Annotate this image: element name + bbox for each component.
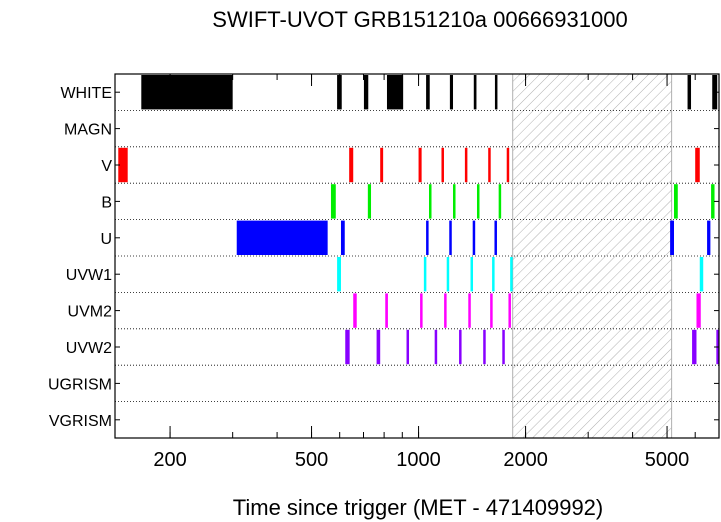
exposure-bar-u: [670, 220, 674, 255]
exposure-bar-uvw2: [483, 329, 486, 365]
exposure-bar-uvm2: [353, 293, 357, 328]
exposure-bar-v: [506, 147, 510, 183]
exposure-bar-b: [330, 184, 336, 219]
exposure-bar-b: [367, 184, 372, 219]
exposure-bar-u: [494, 220, 497, 255]
exposure-bar-u: [707, 220, 711, 255]
x-tick-label: 2000: [503, 449, 548, 471]
row-label-v: V: [101, 158, 112, 175]
x-tick-label: 500: [295, 449, 328, 471]
exposure-bar-u: [426, 220, 429, 255]
exposure-bar-b: [711, 184, 715, 219]
exposure-bar-v: [380, 147, 384, 183]
exposure-bar-v: [118, 147, 128, 183]
exposure-bar-b: [498, 184, 502, 219]
exposure-bar-uvw1: [699, 257, 704, 292]
x-tick-label: 1000: [396, 449, 441, 471]
exposure-bar-uvw2: [434, 329, 438, 365]
exposure-bar-b: [429, 184, 432, 219]
row-label-u: U: [100, 231, 112, 248]
exposure-bar-uvm2: [696, 293, 701, 328]
exposure-bar-v: [441, 147, 444, 183]
exposure-bar-uvw2: [376, 329, 381, 365]
exposure-bar-v: [349, 147, 354, 183]
x-axis-label: Time since trigger (MET - 471409992): [233, 495, 604, 520]
row-label-vgrism: VGRISM: [49, 413, 112, 430]
exposure-bar-uvw2: [459, 329, 462, 365]
exposure-bar-white: [363, 75, 369, 110]
exposure-bar-white: [337, 75, 342, 110]
exposure-bar-v: [695, 147, 700, 183]
exposure-bar-uvw2: [345, 329, 350, 365]
exposure-bar-u: [472, 220, 476, 255]
exposure-bar-uvm2: [468, 293, 471, 328]
row-label-uvw1: UVW1: [66, 267, 112, 284]
exposure-bar-v: [418, 147, 422, 183]
exposure-bar-uvm2: [385, 293, 388, 328]
exposure-bar-u: [340, 220, 345, 255]
exposure-bar-uvw1: [446, 257, 450, 292]
exposure-bar-white: [494, 75, 498, 110]
exposure-bar-white: [687, 75, 692, 110]
exposure-bar-v: [488, 147, 491, 183]
exposure-bar-white: [386, 75, 404, 110]
exposure-bar-b: [673, 184, 678, 219]
exposure-bar-u: [449, 220, 452, 255]
row-label-ugrism: UGRISM: [48, 376, 112, 393]
exposure-bar-uvm2: [490, 293, 493, 328]
exposure-bar-v: [464, 147, 468, 183]
row-label-uvm2: UVM2: [68, 304, 113, 321]
exposure-bar-uvw2: [406, 329, 410, 365]
exposure-bar-uvw2: [502, 329, 505, 365]
exposure-bar-uvw1: [492, 257, 495, 292]
exposure-bar-uvw1: [423, 257, 427, 292]
exposure-bar-b: [453, 184, 456, 219]
exposure-bar-white: [426, 75, 430, 110]
exposure-bar-uvw2: [692, 329, 697, 365]
exposure-bar-uvw1: [470, 257, 474, 292]
row-label-white: WHITE: [60, 85, 112, 102]
exposure-bar-b: [476, 184, 480, 219]
x-tick-label: 5000: [645, 449, 690, 471]
exposure-bar-uvm2: [444, 293, 447, 328]
exposure-bar-white: [473, 75, 477, 110]
row-label-uvw2: UVW2: [66, 340, 112, 357]
exposure-bar-uvm2: [420, 293, 423, 328]
exposure-bar-white: [141, 75, 233, 110]
exposure-bar-uvw1: [337, 257, 341, 292]
exposure-bar-u: [236, 220, 328, 255]
x-tick-label: 200: [153, 449, 186, 471]
exposure-bar-uvm2: [508, 293, 511, 328]
row-label-magn: MAGN: [64, 122, 112, 139]
exposure-bar-white: [449, 75, 454, 110]
plot-frame: [114, 73, 720, 439]
row-label-b: B: [101, 194, 112, 211]
exposure-bar-uvw1: [510, 257, 513, 292]
chart-title: SWIFT-UVOT GRB151210a 00666931000: [212, 7, 627, 32]
